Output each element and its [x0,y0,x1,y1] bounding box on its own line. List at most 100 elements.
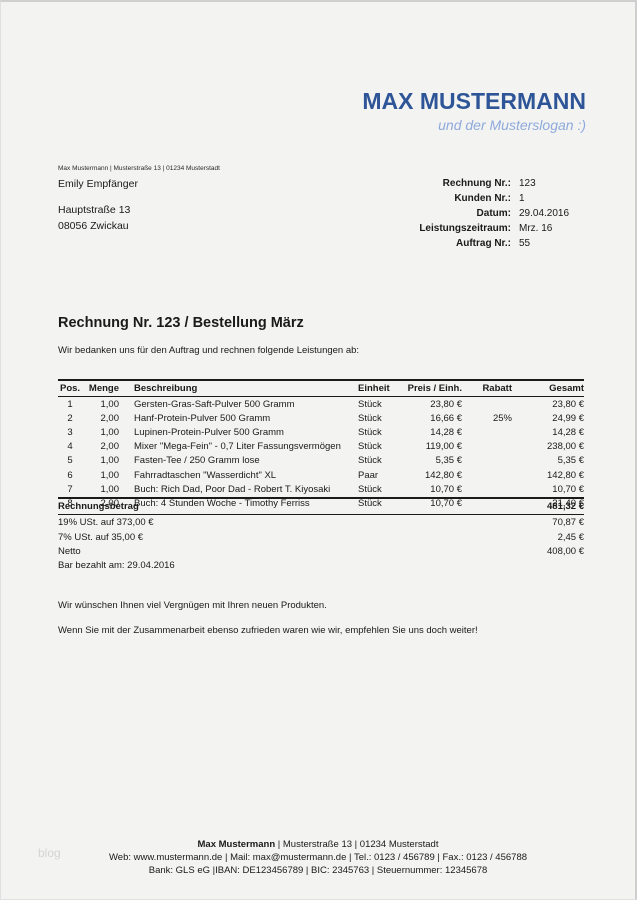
col-header-gesamt: Gesamt [516,379,584,397]
cell-beschreibung: Fahrradtaschen "Wasserdicht" XL [134,469,277,481]
thanks-note: Wir wünschen Ihnen viel Vergnügen mit Ih… [58,600,327,611]
cell-einheit: Stück [358,497,382,509]
footer-company-name: Max Mustermann [197,839,276,850]
invoice-total-row: Rechnungsbetrag 481,32 € [58,497,584,515]
cell-gesamt: 21,40 € [552,497,584,509]
cell-menge: 1,00 [100,426,120,438]
col-header-menge: Menge [82,379,126,397]
cell-menge: 1,00 [100,469,120,481]
cell-gesamt: 10,70 € [552,483,584,495]
cell-menge: 1,00 [100,455,120,467]
cell-preis: 142,80 € [425,469,462,481]
cell-einheit: Stück [358,426,382,438]
recipient-address-block: Max Mustermann | Musterstraße 13 | 01234… [58,164,220,234]
table-row: 6 1,00 Fahrradtaschen "Wasserdicht" XL P… [58,468,584,482]
col-header-beschreibung: Beschreibung [126,379,354,397]
sender-return-address: Max Mustermann | Musterstraße 13 | 01234… [58,165,220,172]
recipient-street: Hauptstraße 13 [58,204,131,216]
brand-name: MAX MUSTERMANN [362,88,586,114]
cell-gesamt: 23,80 € [552,398,584,410]
col-header-pos: Pos. [58,379,82,397]
tax19-label: 19% USt. auf 373,00 € [58,516,154,528]
col-header-preis: Preis / Einh. [406,379,464,397]
cell-pos: 7 [67,483,73,495]
cell-pos: 4 [67,441,73,453]
footer: Max Mustermann | Musterstraße 13 | 01234… [1,838,635,877]
cell-einheit: Stück [358,398,382,410]
cell-beschreibung: Gersten-Gras-Saft-Pulver 500 Gramm [134,398,295,410]
invoice-meta-block: Rechnung Nr.: 123 Kunden Nr.: 1 Datum: 2… [419,178,589,250]
tax7-value: 2,45 € [557,531,584,543]
recipient-city: 08056 Zwickau [58,220,129,232]
cell-menge: 2,00 [100,441,120,453]
totals-section: Rechnungsbetrag 481,32 € 19% USt. auf 37… [58,497,584,559]
netto-value: 408,00 € [547,546,584,558]
cell-gesamt: 142,80 € [547,469,584,481]
service-period-label: Leistungszeitraum: [419,223,511,234]
cell-preis: 119,00 € [425,441,462,453]
cell-menge: 2,00 [100,497,120,509]
cell-rabatt [464,425,516,439]
cell-preis: 10,70 € [430,483,462,495]
table-row: 7 1,00 Buch: Rich Dad, Poor Dad - Robert… [58,482,584,496]
cell-pos: 2 [67,412,73,424]
total-value: 481,32 € [547,501,584,512]
invoice-title: Rechnung Nr. 123 / Bestellung März [58,315,304,331]
cell-beschreibung: Lupinen-Protein-Pulver 500 Gramm [134,426,284,438]
line-items-table: Pos. Menge Beschreibung Einheit Preis / … [58,379,584,511]
cell-beschreibung: Fasten-Tee / 250 Gramm lose [134,455,260,467]
tax-row-19: 19% USt. auf 373,00 € 70,87 € [58,515,584,530]
table-row: 1 1,00 Gersten-Gras-Saft-Pulver 500 Gram… [58,397,584,412]
col-header-rabatt: Rabatt [464,379,516,397]
cell-rabatt: 25% [492,412,512,424]
total-label: Rechnungsbetrag [58,501,139,512]
cell-preis: 10,70 € [430,497,462,509]
tax7-label: 7% USt. auf 35,00 € [58,531,144,543]
date-label: Datum: [476,208,511,219]
customer-number-value: 1 [519,193,525,204]
footer-bank-line: Bank: GLS eG |IBAN: DE123456789 | BIC: 2… [148,865,488,876]
cell-menge: 1,00 [100,398,120,410]
cell-einheit: Stück [358,483,382,495]
cell-pos: 6 [67,469,73,481]
cell-rabatt [464,482,516,496]
cell-pos: 8 [67,497,73,509]
table-row: 2 2,00 Hanf-Protein-Pulver 500 Gramm Stü… [58,411,584,425]
cell-rabatt [464,397,516,412]
col-header-einheit: Einheit [354,379,406,397]
cell-menge: 1,00 [100,483,120,495]
service-period-value: Mrz. 16 [519,223,553,234]
order-number-value: 55 [519,238,531,249]
table-row: 3 1,00 Lupinen-Protein-Pulver 500 Gramm … [58,425,584,439]
netto-row: Netto 408,00 € [58,545,584,560]
cell-gesamt: 5,35 € [557,455,584,467]
cell-rabatt [464,454,516,468]
cell-beschreibung: Hanf-Protein-Pulver 500 Gramm [134,412,271,424]
cell-preis: 5,35 € [435,455,462,467]
cell-pos: 3 [67,426,73,438]
cell-preis: 16,66 € [430,412,462,424]
date-value: 29.04.2016 [519,208,570,219]
payment-note: Bar bezahlt am: 29.04.2016 [58,560,175,571]
order-number-label: Auftrag Nr.: [456,238,511,249]
intro-text: Wir bedanken uns für den Auftrag und rec… [58,345,360,356]
blog-watermark: blog [38,846,61,860]
cell-pos: 1 [67,398,73,410]
cell-einheit: Paar [358,469,379,481]
tax-row-7: 7% USt. auf 35,00 € 2,45 € [58,530,584,545]
table-row: 4 2,00 Mixer "Mega-Fein" - 0,7 Liter Fas… [58,440,584,454]
cell-preis: 23,80 € [430,398,462,410]
cell-einheit: Stück [358,441,382,453]
invoice-number-value: 123 [519,178,536,189]
recipient-name: Emily Empfänger [58,178,138,190]
cell-menge: 2,00 [100,412,120,424]
netto-label: Netto [58,546,81,558]
cell-beschreibung: Buch: 4 Stunden Woche - Timothy Ferriss [134,497,310,509]
customer-number-label: Kunden Nr.: [454,193,511,204]
referral-note: Wenn Sie mit der Zusammenarbeit ebenso z… [58,625,478,636]
cell-pos: 5 [67,455,73,467]
footer-contact-line: Web: www.mustermann.de | Mail: max@muste… [108,852,528,863]
cell-gesamt: 238,00 € [547,441,584,453]
tax19-value: 70,87 € [552,516,584,528]
